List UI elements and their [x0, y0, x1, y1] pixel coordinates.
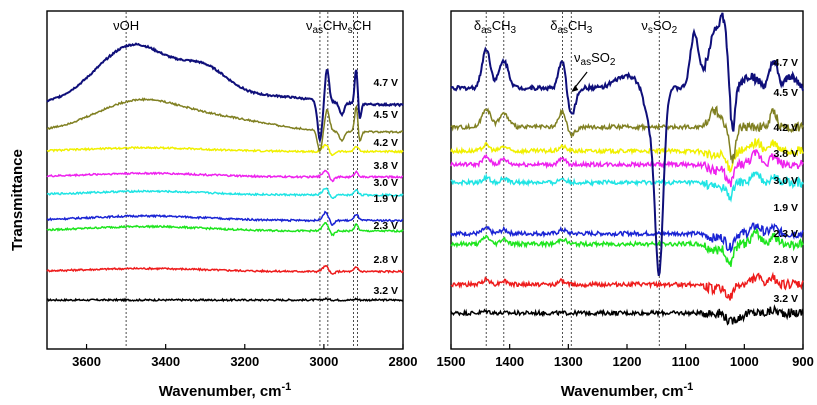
left-panel: 3600 3400 3200 3000 2800 3.2 V 2.8 V 2.3 V 1.9 … [46, 10, 418, 400]
left-series-line [46, 210, 404, 226]
left-series-label: 4.5 V [373, 109, 398, 121]
right-series-label: 2.3 V [773, 228, 798, 240]
right-series-label: 4.5 V [773, 87, 798, 99]
left-x-tick-label: 3000 [309, 354, 338, 369]
right-series-label: 4.2 V [773, 122, 798, 134]
right-band-annotation: δasCH3 [474, 18, 517, 36]
right-series-line [450, 226, 804, 267]
right-panel: 1500 1400 1300 1200 1100 1000 900 3.2 V 2.8 V 2.… [437, 10, 814, 400]
left-band-annotation: νsCH [341, 18, 371, 36]
left-series-label: 4.2 V [373, 137, 398, 149]
right-series-line [450, 304, 804, 326]
right-x-tick-label: 1400 [495, 354, 524, 369]
right-band-annotation: νasSO2 [574, 50, 616, 68]
left-series-label: 4.7 V [373, 77, 398, 89]
left-series-label: 2.3 V [373, 220, 398, 232]
left-x-tick-label: 3200 [230, 354, 259, 369]
right-series-line [450, 12, 804, 277]
right-series-label: 2.8 V [773, 254, 798, 266]
right-series-line [450, 105, 804, 164]
right-series-line [450, 222, 804, 254]
left-plot-frame [46, 10, 404, 350]
left-series-line [46, 264, 404, 275]
left-band-annotation: νOH [113, 18, 139, 33]
left-series-label: 3.8 V [373, 160, 398, 172]
left-x-axis-label: Wavenumber, cm-1 [159, 381, 292, 400]
right-series-line [450, 137, 804, 174]
left-band-annotation: νasCH [306, 18, 342, 36]
y-axis-label: Transmittance [9, 149, 26, 251]
right-series-label: 3.0 V [773, 175, 798, 187]
left-series-label: 3.2 V [373, 285, 398, 297]
left-x-tick-label: 3600 [72, 354, 101, 369]
left-x-tick-label: 3400 [151, 354, 180, 369]
annotation-arrowhead [571, 85, 579, 92]
right-series-label: 4.7 V [773, 57, 798, 69]
left-x-tick-label: 2800 [389, 354, 418, 369]
right-x-tick-label: 1500 [437, 354, 466, 369]
left-series-line [46, 187, 404, 199]
right-series-line [450, 148, 804, 188]
left-series-label: 1.9 V [373, 193, 398, 205]
left-series-label: 3.0 V [373, 177, 398, 189]
right-series-line [450, 271, 804, 301]
left-series-line [46, 143, 404, 157]
right-band-annotation: νsSO2 [641, 18, 677, 36]
left-series-label: 2.8 V [373, 254, 398, 266]
right-x-tick-label: 900 [792, 354, 814, 369]
right-series-label: 3.8 V [773, 148, 798, 160]
right-x-tick-label: 1000 [730, 354, 759, 369]
right-band-annotation: δasCH3 [550, 18, 593, 36]
left-series-line [46, 97, 404, 152]
right-x-axis-label: Wavenumber, cm-1 [561, 381, 694, 400]
right-series-line [450, 171, 804, 203]
right-x-tick-label: 1200 [613, 354, 642, 369]
left-series-line [46, 42, 404, 145]
right-x-tick-label: 1100 [672, 354, 700, 369]
right-x-tick-label: 1300 [554, 354, 583, 369]
right-series-label: 3.2 V [773, 293, 798, 305]
left-series-line [46, 297, 404, 303]
left-series-line [46, 169, 404, 183]
right-series-label: 1.9 V [773, 202, 798, 214]
left-series-line [46, 222, 404, 237]
